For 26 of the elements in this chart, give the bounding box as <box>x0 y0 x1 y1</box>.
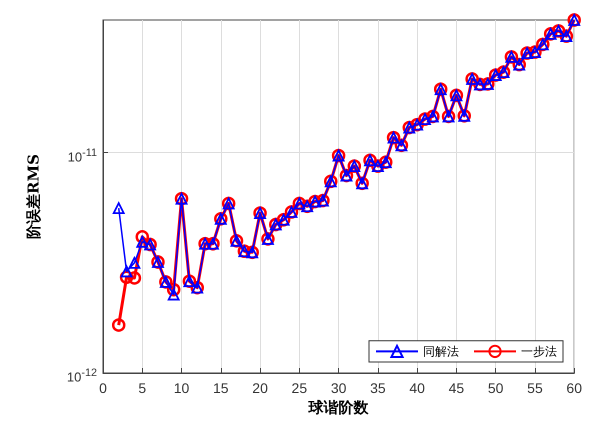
point <box>112 202 125 214</box>
x-tick-label: 40 <box>409 380 426 396</box>
x-tick-label: 0 <box>99 380 108 396</box>
y-tick-label: 10$^{-11}$ <box>68 146 97 166</box>
legend-label: 一步法 <box>521 344 557 358</box>
x-tick-label: 10 <box>174 380 190 396</box>
x-tick-label: 50 <box>488 380 504 396</box>
y-axis-title: 阶误差RMS <box>24 154 42 239</box>
x-tick-label: 60 <box>566 380 582 396</box>
x-tick-label: 5 <box>138 380 146 396</box>
point <box>168 288 180 300</box>
x-axis-title: 球谐阶数 <box>308 398 370 416</box>
y-tick-label: 10$^{-12}$ <box>66 366 97 386</box>
x-tick-label: 35 <box>370 380 386 396</box>
point <box>136 236 148 248</box>
legend-label: 同解法 <box>423 344 459 358</box>
x-tick-label: 25 <box>292 380 308 396</box>
x-tick-label: 20 <box>252 380 268 396</box>
point <box>112 318 126 332</box>
point <box>128 257 140 269</box>
point <box>128 271 142 285</box>
x-tick-label: 55 <box>527 380 543 396</box>
x-tick-label: 15 <box>213 380 229 396</box>
x-tick-label: 45 <box>448 380 464 396</box>
point <box>120 266 132 278</box>
x-tick-label: 30 <box>330 380 347 396</box>
